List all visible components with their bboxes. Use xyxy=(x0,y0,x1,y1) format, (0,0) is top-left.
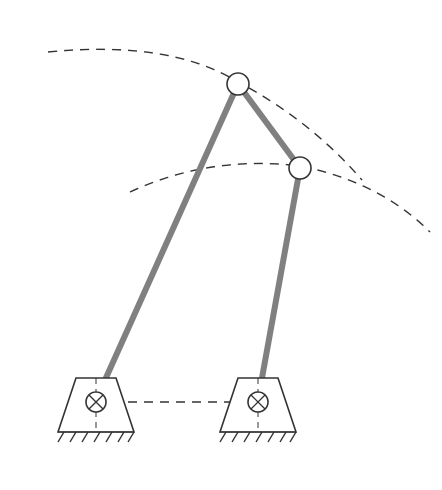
left-ground-pivot xyxy=(56,377,136,443)
upper-joint xyxy=(226,72,250,96)
left-pivot-cross xyxy=(88,394,104,410)
short-link xyxy=(255,165,303,403)
left-ground-hatch xyxy=(57,431,135,443)
right-ground-hatch xyxy=(219,431,297,443)
right-ground-pivot xyxy=(218,377,298,443)
coupler-link xyxy=(235,81,303,171)
lower-joint xyxy=(288,156,312,180)
lower-trajectory-arc xyxy=(129,162,431,233)
right-pivot-cross xyxy=(250,394,266,410)
long-link xyxy=(93,81,241,403)
